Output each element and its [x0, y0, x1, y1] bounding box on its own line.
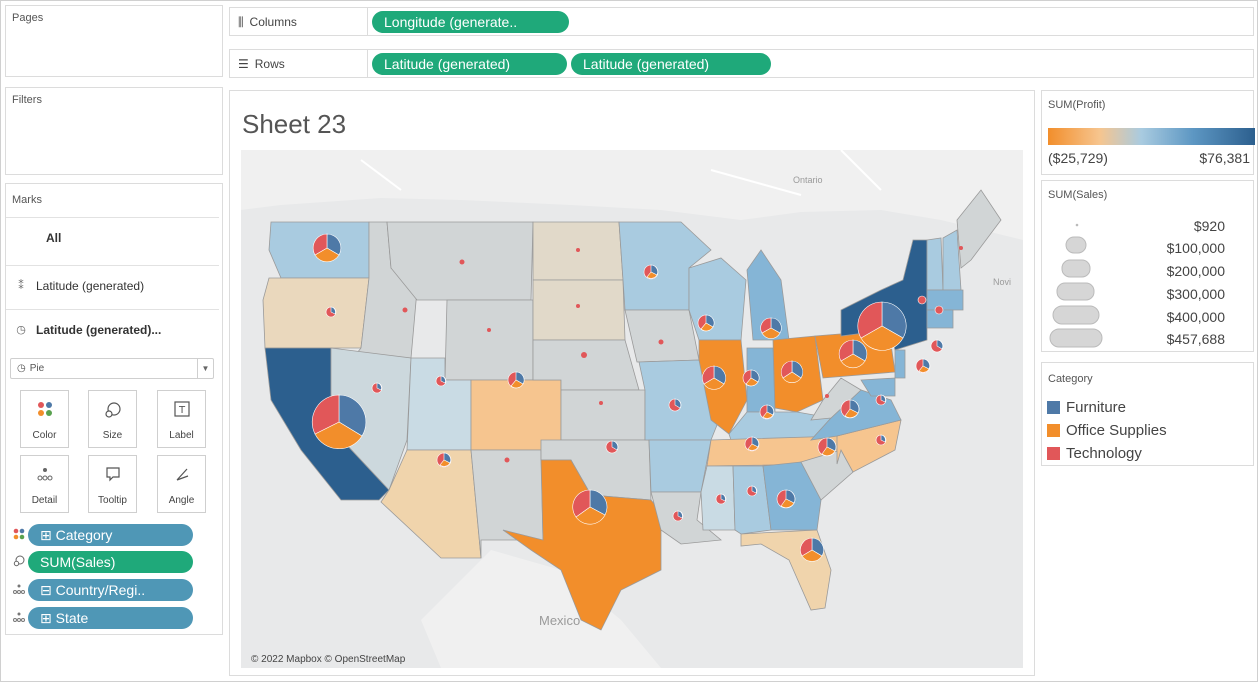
- size-legend-item: $400,000: [1166, 309, 1225, 325]
- sales-size-legend[interactable]: SUM(Sales) $920 $100,000 $200,000 $300,0…: [1041, 180, 1254, 352]
- category-name: Office Supplies: [1066, 422, 1167, 439]
- size-legend-item: $200,000: [1166, 263, 1225, 279]
- color-dots-icon: [21, 401, 68, 422]
- angle-button[interactable]: Angle: [157, 455, 206, 513]
- category-legend-item[interactable]: Furniture: [1047, 399, 1126, 416]
- country-region-pill[interactable]: ⊟ Country/Regi..: [28, 579, 193, 601]
- marks-title: Marks: [12, 194, 42, 206]
- pie-marks[interactable]: [311, 233, 944, 562]
- svg-text:T: T: [177, 405, 185, 416]
- chevron-down-icon: ▼: [197, 359, 213, 378]
- detail-icon: [10, 583, 28, 598]
- detail-button-label: Detail: [31, 495, 58, 506]
- marks-all-row[interactable]: All: [6, 217, 219, 257]
- columns-icon: ⫼: [238, 15, 244, 29]
- size-legend-item: $920: [1193, 218, 1225, 234]
- rows-icon: ☰: [238, 57, 249, 71]
- color-button-label: Color: [32, 430, 57, 441]
- pages-card[interactable]: Pages: [5, 5, 223, 77]
- category-swatch: [1047, 401, 1060, 414]
- pie-mark-icon: ◷: [16, 324, 26, 336]
- filters-title: Filters: [12, 94, 42, 106]
- marks-layer-2-label: Latitude (generated)...: [36, 322, 162, 337]
- angle-icon: [158, 466, 205, 487]
- map-canvas[interactable]: Ontario Novi Mexico © 2022 Mapbox © Open…: [241, 150, 1023, 668]
- size-button[interactable]: Size: [88, 390, 137, 448]
- columns-shelf[interactable]: ⫼ Columns Longitude (generate..: [229, 7, 1254, 36]
- shelf-divider: [367, 8, 368, 35]
- angle-button-label: Angle: [168, 495, 195, 506]
- mark-type-dropdown[interactable]: ◷ Pie ▼: [10, 358, 214, 379]
- size-icon: [10, 555, 28, 570]
- category-legend-item[interactable]: Office Supplies: [1047, 422, 1167, 439]
- detail-icon: [10, 611, 28, 626]
- latitude-pill-2[interactable]: Latitude (generated): [571, 53, 771, 75]
- rows-shelf[interactable]: ☰ Rows Latitude (generated) Latitude (gen…: [229, 49, 1254, 78]
- columns-shelf-label: ⫼ Columns: [238, 15, 297, 30]
- map-attribution: © 2022 Mapbox © OpenStreetMap: [251, 654, 406, 665]
- category-pill[interactable]: ⊞ Category: [28, 524, 193, 546]
- color-dots-icon: [10, 528, 28, 543]
- size-legend-item: $457,688: [1166, 331, 1225, 347]
- category-legend[interactable]: Category Furniture Office Supplies Techn…: [1041, 362, 1254, 466]
- profit-min-label: ($25,729): [1048, 150, 1108, 166]
- profit-max-label: $76,381: [1199, 150, 1250, 166]
- latitude-pill-1[interactable]: Latitude (generated): [372, 53, 567, 75]
- size-button-label: Size: [102, 430, 123, 441]
- profit-legend-title: SUM(Profit): [1048, 99, 1106, 111]
- sheet-title[interactable]: Sheet 23: [242, 109, 347, 139]
- longitude-pill[interactable]: Longitude (generate..: [372, 11, 569, 33]
- marks-layer-1-label: Latitude (generated): [36, 278, 145, 293]
- rows-label-text: Rows: [254, 57, 285, 71]
- size-legend-shapes: [1049, 223, 1103, 348]
- label-button-label: Label: [169, 430, 194, 441]
- color-button[interactable]: Color: [20, 390, 69, 448]
- map-layer-icon: ⁑: [18, 280, 24, 292]
- small-marks[interactable]: [402, 246, 964, 463]
- label-icon: T: [158, 401, 205, 422]
- category-swatch: [1047, 424, 1060, 437]
- ontario-label: Ontario: [793, 175, 823, 185]
- profit-legend[interactable]: SUM(Profit) ($25,729) $76,381: [1041, 90, 1255, 175]
- marks-layer-1[interactable]: ⁑ Latitude (generated): [6, 265, 219, 305]
- tooltip-button-label: Tooltip: [98, 495, 127, 506]
- category-name: Furniture: [1066, 399, 1127, 416]
- sum-sales-pill[interactable]: SUM(Sales): [28, 551, 193, 573]
- state-pill[interactable]: ⊞ State: [28, 607, 193, 629]
- filters-card[interactable]: Filters: [5, 87, 223, 175]
- mark-pill-country-row[interactable]: ⊟ Country/Regi..: [10, 579, 193, 601]
- category-name: Technology: [1066, 445, 1142, 462]
- tooltip-button[interactable]: Tooltip: [88, 455, 137, 513]
- detail-button[interactable]: Detail: [20, 455, 69, 513]
- category-legend-item[interactable]: Technology: [1047, 445, 1142, 462]
- mark-pill-state-row[interactable]: ⊞ State: [10, 607, 193, 629]
- sales-legend-title: SUM(Sales): [1048, 189, 1108, 201]
- columns-label-text: Columns: [249, 15, 297, 29]
- pie-icon: ◷: [17, 363, 26, 374]
- category-legend-title: Category: [1048, 373, 1093, 385]
- pages-title: Pages: [12, 12, 44, 24]
- mexico-label: Mexico: [539, 613, 580, 628]
- size-icon: [89, 401, 136, 424]
- profit-color-ramp: [1048, 128, 1255, 145]
- shelf-divider: [367, 50, 368, 77]
- marks-all-label: All: [46, 230, 62, 245]
- mark-pill-category-row[interactable]: ⊞ Category: [10, 524, 193, 546]
- tooltip-icon: [89, 466, 136, 487]
- label-button[interactable]: T Label: [157, 390, 206, 448]
- mark-type-value: Pie: [29, 363, 45, 374]
- marks-layer-2[interactable]: ◷ Latitude (generated)...: [6, 309, 219, 349]
- worksheet-view: Sheet 23: [229, 90, 1035, 676]
- mark-pill-sales-row[interactable]: SUM(Sales): [10, 551, 193, 573]
- rows-shelf-label: ☰ Rows: [238, 57, 285, 71]
- size-legend-item: $100,000: [1166, 240, 1225, 256]
- detail-icon: [21, 466, 68, 487]
- us-map[interactable]: Ontario Novi Mexico © 2022 Mapbox © Open…: [241, 150, 1023, 668]
- category-swatch: [1047, 447, 1060, 460]
- nova-scotia-label: Novi: [993, 277, 1011, 287]
- size-legend-item: $300,000: [1166, 286, 1225, 302]
